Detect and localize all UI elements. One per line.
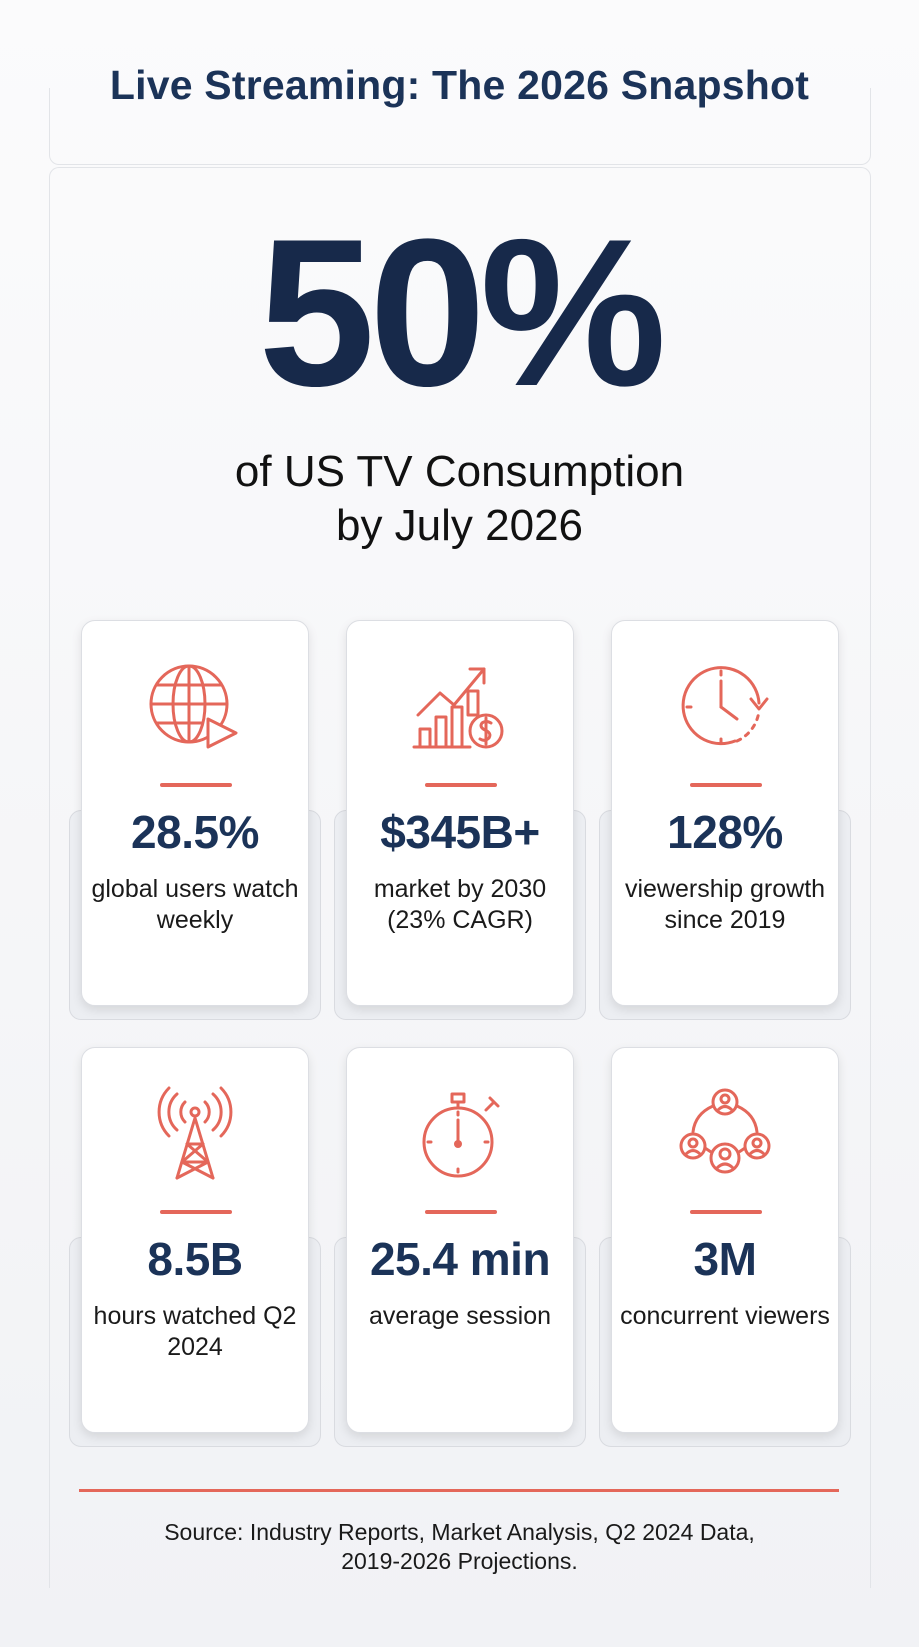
stat-label: market by 2030 (23% CAGR) — [373, 875, 547, 934]
people-network-icon — [679, 1088, 771, 1174]
stat-card: 28.5% global users watch weekly — [81, 620, 309, 1006]
source-note: Source: Industry Reports, Market Analysi… — [0, 1518, 919, 1576]
accent-rule — [690, 1210, 762, 1214]
stat-card: 3M concurrent viewers — [611, 1047, 839, 1433]
main-frame — [49, 167, 871, 1588]
stat-value: $345B+ — [380, 806, 540, 858]
stat-card-market-size: $345B+ market by 2030 (23% CAGR) — [334, 620, 586, 1020]
accent-rule — [425, 1210, 497, 1214]
stat-card-concurrent-viewers: 3M concurrent viewers — [599, 1047, 851, 1447]
header-frame — [49, 88, 871, 165]
stat-card: $345B+ market by 2030 (23% CAGR) — [346, 620, 574, 1006]
accent-rule — [160, 1210, 232, 1214]
growth-chart-dollar-icon — [412, 667, 504, 749]
stat-label: global users watch weekly — [91, 875, 299, 934]
stat-card-viewership-growth: 128% viewership growth since 2019 — [599, 620, 851, 1020]
globe-play-icon — [149, 664, 238, 749]
stopwatch-icon — [422, 1092, 500, 1178]
stat-value: 128% — [667, 806, 783, 858]
stat-label: concurrent viewers — [620, 1302, 830, 1330]
source-line2: 2019-2026 Projections. — [341, 1548, 578, 1574]
accent-rule — [425, 783, 497, 787]
stat-label: viewership growth since 2019 — [624, 875, 826, 934]
accent-rule — [160, 783, 232, 787]
hero-subtitle: of US TV Consumption by July 2026 — [0, 445, 919, 553]
stat-card-weekly-users: 28.5% global users watch weekly — [69, 620, 321, 1020]
stat-card: 8.5B hours watched Q2 2024 — [81, 1047, 309, 1433]
footer-divider — [79, 1489, 839, 1492]
stat-card-hours-watched: 8.5B hours watched Q2 2024 — [69, 1047, 321, 1447]
stat-label: hours watched Q2 2024 — [93, 1302, 297, 1361]
source-line1: Source: Industry Reports, Market Analysi… — [164, 1519, 755, 1545]
stat-label: average session — [368, 1302, 552, 1330]
stat-card: 128% viewership growth since 2019 — [611, 620, 839, 1006]
hero-subtitle-line1: of US TV Consumption — [234, 447, 685, 496]
stat-value: 8.5B — [147, 1233, 243, 1285]
page-title: Live Streaming: The 2026 Snapshot — [109, 62, 810, 108]
stat-card-average-session: 25.4 min average session — [334, 1047, 586, 1447]
hero-value: 50% — [258, 195, 666, 430]
stat-value: 3M — [693, 1233, 757, 1285]
stat-value: 25.4 min — [369, 1233, 551, 1285]
clock-icon — [681, 666, 769, 746]
accent-rule — [690, 783, 762, 787]
stat-value: 28.5% — [131, 806, 259, 858]
stat-card: 25.4 min average session — [346, 1047, 574, 1433]
broadcast-tower-icon — [157, 1086, 233, 1180]
hero-subtitle-line2: by July 2026 — [335, 501, 584, 550]
